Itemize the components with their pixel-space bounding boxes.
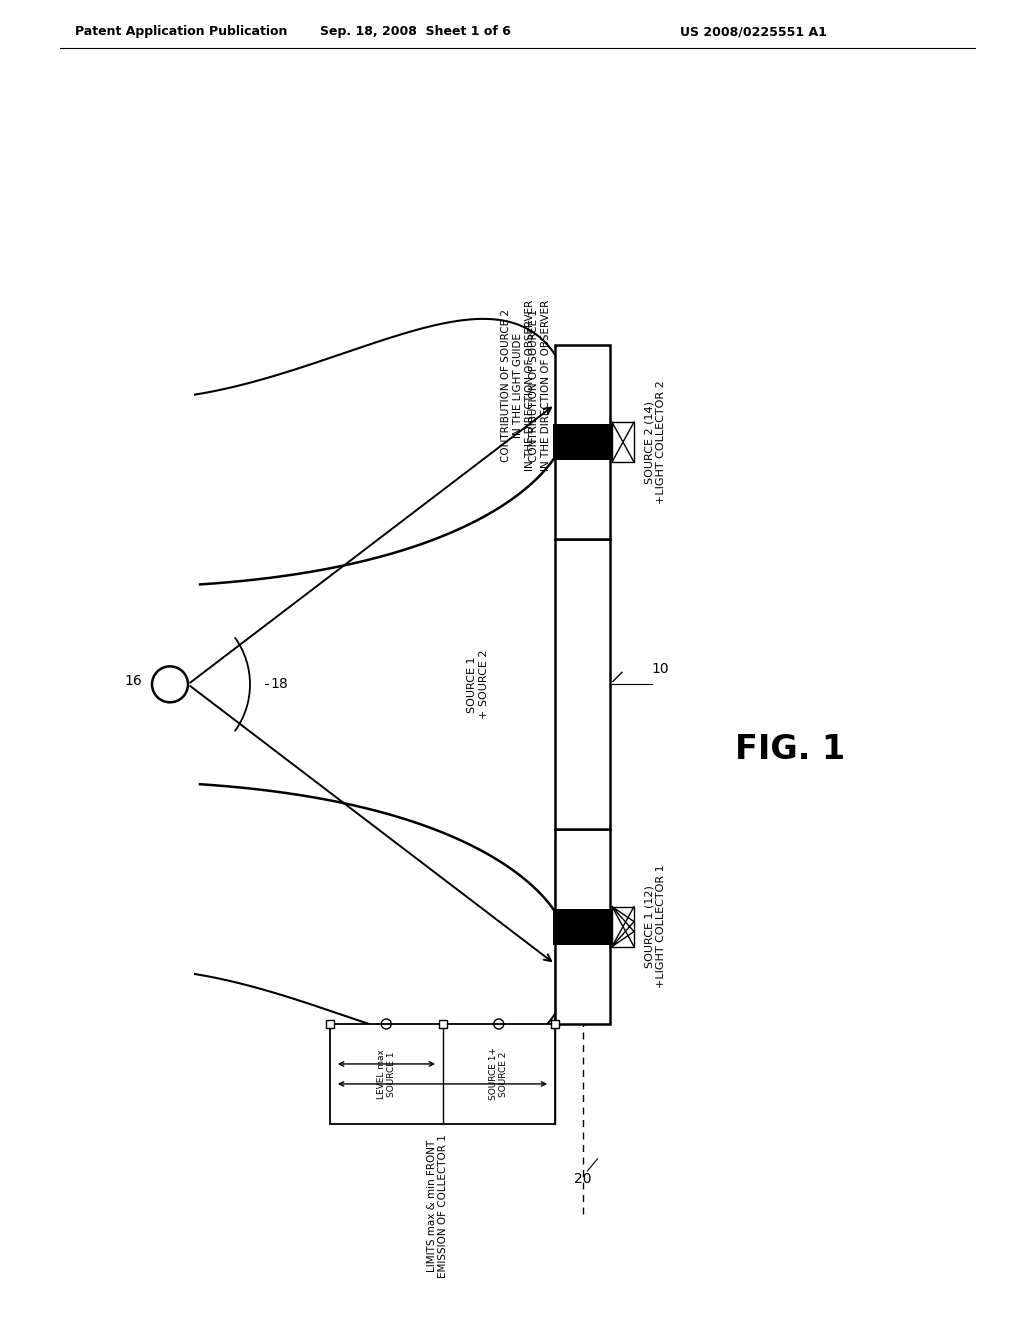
Text: SOURCE 2 (14)
+LIGHT COLLECTOR 2: SOURCE 2 (14) +LIGHT COLLECTOR 2 xyxy=(644,380,666,504)
Bar xyxy=(612,907,634,946)
Text: CONTRIBUTION OF SOURCE 1
IN THE DIRECTION OF OBSERVER: CONTRIBUTION OF SOURCE 1 IN THE DIRECTIO… xyxy=(529,300,551,471)
Text: Sep. 18, 2008  Sheet 1 of 6: Sep. 18, 2008 Sheet 1 of 6 xyxy=(319,25,510,38)
Text: Patent Application Publication: Patent Application Publication xyxy=(75,25,288,38)
Bar xyxy=(326,1020,334,1028)
Text: 18: 18 xyxy=(270,677,288,692)
Text: SOURCE 1
+ SOURCE 2: SOURCE 1 + SOURCE 2 xyxy=(467,649,488,719)
Text: 16: 16 xyxy=(124,675,142,688)
Text: 10: 10 xyxy=(651,663,669,676)
Bar xyxy=(551,1020,559,1028)
Text: CONTRIBUTION OF SOURCE 2
IN THE LIGHT GUIDE
IN THE DIRECTION OF OBSERVER: CONTRIBUTION OF SOURCE 2 IN THE LIGHT GU… xyxy=(502,300,535,471)
Bar xyxy=(438,1020,446,1028)
Text: SOURCE 1+
SOURCE 2: SOURCE 1+ SOURCE 2 xyxy=(489,1048,509,1101)
Text: LIMITS max & min FRONT
EMISSION OF COLLECTOR 1: LIMITS max & min FRONT EMISSION OF COLLE… xyxy=(427,1134,449,1278)
Bar xyxy=(555,829,610,1024)
Bar xyxy=(555,540,610,829)
Bar xyxy=(553,424,612,461)
Bar xyxy=(555,345,610,540)
Text: US 2008/0225551 A1: US 2008/0225551 A1 xyxy=(680,25,826,38)
Text: LEVEL max
SOURCE 1: LEVEL max SOURCE 1 xyxy=(377,1049,396,1098)
Bar xyxy=(553,908,612,945)
Text: FIG. 1: FIG. 1 xyxy=(735,733,845,766)
Bar xyxy=(330,1024,555,1123)
Text: 20: 20 xyxy=(573,1172,591,1185)
Bar xyxy=(612,422,634,462)
Text: SOURCE 1 (12)
+LIGHT COLLECTOR 1: SOURCE 1 (12) +LIGHT COLLECTOR 1 xyxy=(644,865,666,989)
